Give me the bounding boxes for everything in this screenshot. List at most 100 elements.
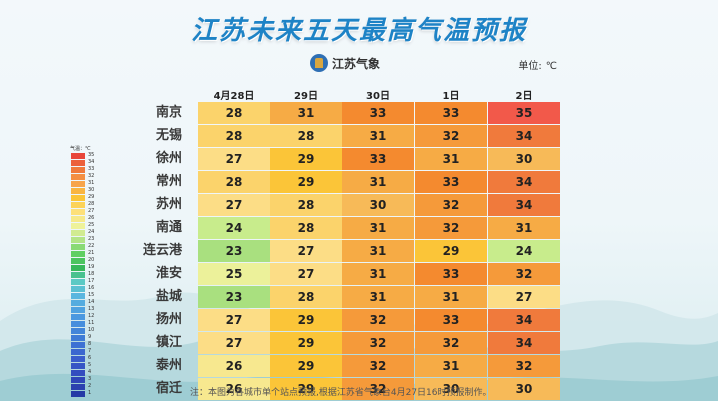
legend-tick: 17 [88,278,95,284]
temperature-cell: 30 [342,194,414,216]
temperature-cell: 31 [415,148,487,170]
legend-swatch [71,237,85,243]
legend-entry: 13 [70,306,104,314]
legend-entry: 25 [70,222,104,230]
legend-tick: 10 [88,327,95,333]
temperature-cell: 31 [415,286,487,308]
legend-swatch [71,384,85,390]
legend-swatch [71,265,85,271]
legend-entry: 14 [70,299,104,307]
temperature-cell: 31 [342,125,414,147]
legend-swatch [71,188,85,194]
legend-entry: 12 [70,313,104,321]
temperature-cell: 31 [270,102,342,124]
legend-entry: 28 [70,201,104,209]
legend-tick: 34 [88,159,95,165]
temperature-cell: 34 [488,171,560,193]
legend-entry: 34 [70,159,104,167]
temperature-cell: 30 [415,378,487,400]
unit-label: 单位: ℃ [518,57,557,72]
temperature-cell: 30 [488,148,560,170]
city-name: 淮安 [155,266,182,281]
day-header: 29日 [294,91,318,102]
temperature-cell: 27 [198,148,270,170]
legend-swatch [71,321,85,327]
legend-tick: 18 [88,271,95,277]
temperature-cell: 27 [488,286,560,308]
temperature-cell: 31 [488,217,560,239]
legend-swatch [71,342,85,348]
temperature-cell: 28 [198,102,270,124]
legend-swatch [71,230,85,236]
legend-entry: 7 [70,348,104,356]
page-title: 江苏未来五天最高气温预报 [190,16,527,46]
legend-tick: 25 [88,222,95,228]
city-name: 无锡 [155,128,182,143]
legend-entry: 32 [70,173,104,181]
legend-entry: 3 [70,376,104,384]
legend-swatch [71,251,85,257]
temperature-cell: 33 [342,148,414,170]
temperature-cell: 32 [415,332,487,354]
legend-tick: 13 [88,306,95,312]
legend-tick: 20 [88,257,95,263]
legend-swatch [71,314,85,320]
legend-entry: 2 [70,383,104,391]
legend-tick: 27 [88,208,95,214]
temperature-cell: 29 [270,171,342,193]
temperature-cell: 34 [488,125,560,147]
legend-entry: 22 [70,243,104,251]
temperature-cell: 32 [342,309,414,331]
legend-entry: 10 [70,327,104,335]
temperature-cell: 29 [270,309,342,331]
meteorology-logo-icon [310,54,328,72]
legend-entry: 16 [70,285,104,293]
legend-entry: 5 [70,362,104,370]
legend-title: 气温：℃ [70,146,91,152]
temperature-cell: 34 [488,332,560,354]
legend-tick: 29 [88,194,95,200]
brand-badge: 江苏气象 [310,53,380,73]
legend-tick: 31 [88,180,95,186]
legend-tick: 3 [88,376,92,382]
legend-swatch [71,377,85,383]
temperature-cell: 27 [198,194,270,216]
legend-tick: 11 [88,320,95,326]
legend-swatch [71,167,85,173]
unit-value: ℃ [545,61,557,72]
legend-tick: 14 [88,299,95,305]
legend-swatch [71,223,85,229]
legend-entry: 15 [70,292,104,300]
legend-entry: 31 [70,180,104,188]
legend-swatch [71,286,85,292]
temperature-cell: 33 [415,171,487,193]
temperature-cell: 23 [198,286,270,308]
legend-swatch [71,174,85,180]
temperature-cell: 26 [198,355,270,377]
temperature-cell: 35 [488,102,560,124]
legend-tick: 33 [88,166,95,172]
temperature-cell: 29 [270,355,342,377]
temperature-cell: 33 [342,102,414,124]
legend-swatch [71,153,85,159]
legend-entry: 18 [70,271,104,279]
legend-swatch [71,300,85,306]
city-name: 镇江 [155,335,182,350]
legend-tick: 8 [88,341,92,347]
legend-entry: 9 [70,334,104,342]
temperature-cell: 29 [270,148,342,170]
legend-tick: 19 [88,264,95,270]
temperature-cell: 28 [270,194,342,216]
legend-swatch [71,328,85,334]
temperature-cell: 24 [488,240,560,262]
legend-entry: 19 [70,264,104,272]
temperature-cell: 31 [342,171,414,193]
legend-swatch [71,209,85,215]
legend-tick: 24 [88,229,95,235]
legend-entry: 27 [70,208,104,216]
temperature-cell: 32 [488,355,560,377]
legend-tick: 21 [88,250,95,256]
legend-entry: 4 [70,369,104,377]
legend-swatch [71,160,85,166]
unit-caption: 单位: [518,61,542,72]
